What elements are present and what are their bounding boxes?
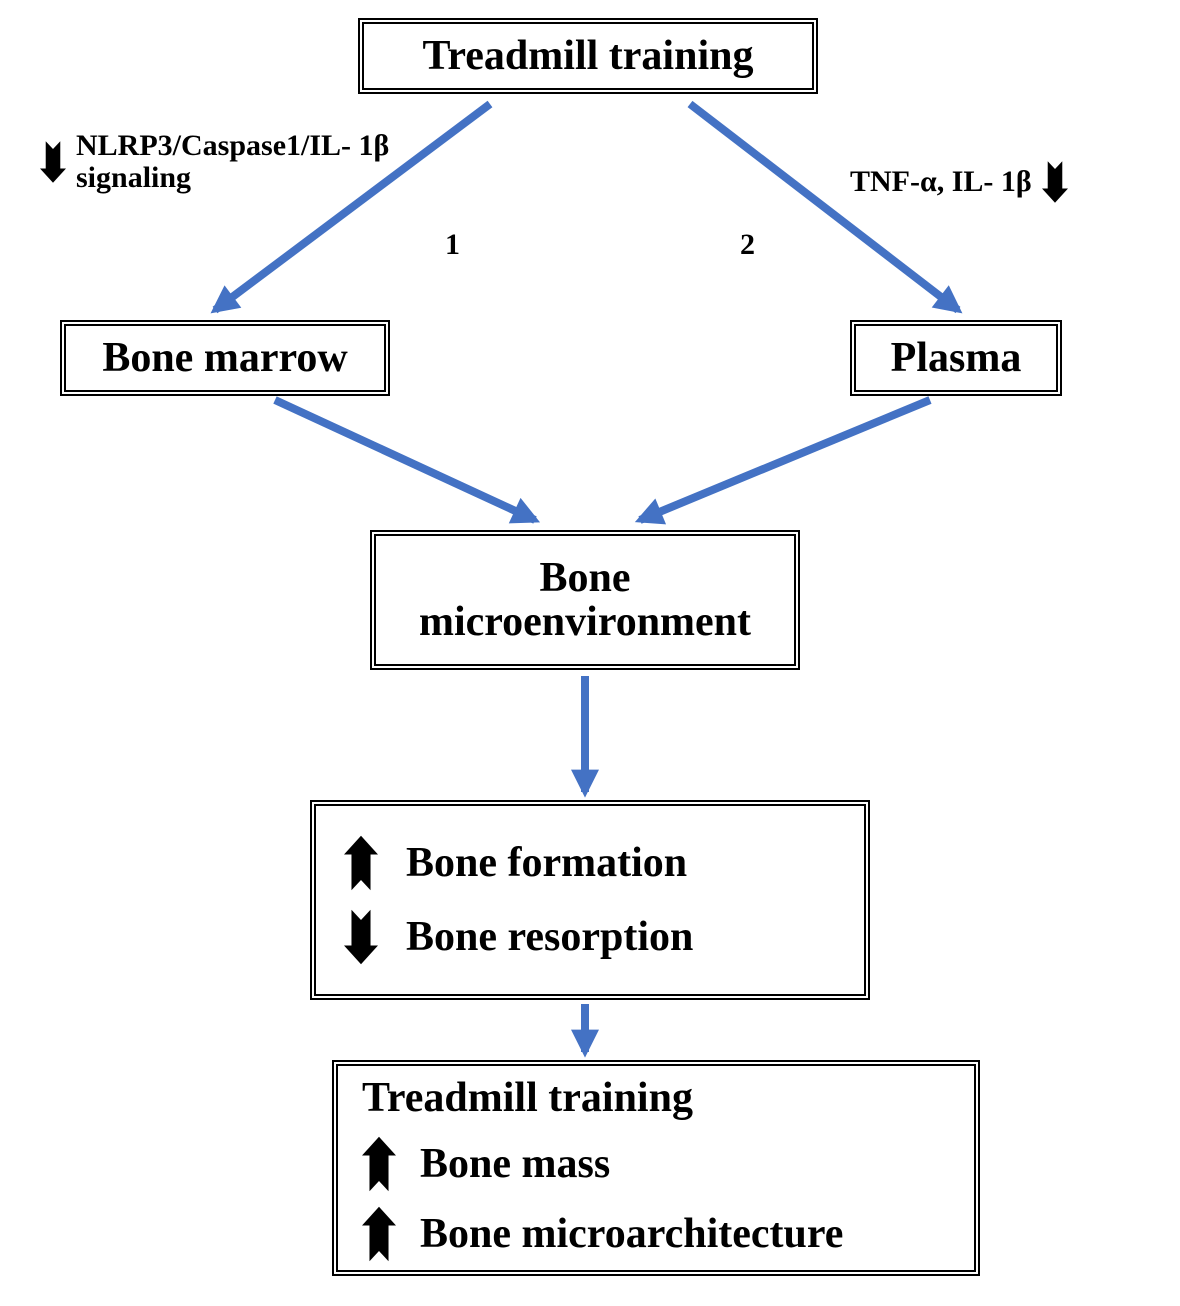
arrow-up-icon	[362, 1206, 396, 1262]
node-bone-marrow: Bone marrow	[60, 320, 390, 396]
node-bone-marrow-label: Bone marrow	[102, 336, 347, 380]
node-microenv-label-line: microenvironment	[419, 600, 751, 644]
annotation-left-text: NLRP3/Caspase1/IL- 1βsignaling	[76, 130, 389, 193]
annotation-right-text: TNF-α, IL- 1β	[850, 166, 1032, 198]
node-plasma-label: Plasma	[891, 336, 1022, 380]
node-treadmill: Treadmill training	[358, 18, 818, 94]
edge-label: 2	[740, 228, 755, 262]
node-microenv: Bonemicroenvironment	[370, 530, 800, 670]
node-final-title: Treadmill training	[362, 1076, 693, 1120]
node-plasma: Plasma	[850, 320, 1062, 396]
edge-treadmill-to-plasma	[690, 104, 958, 310]
node-effects: Bone formation Bone resorption	[310, 800, 870, 1000]
annotation-left: NLRP3/Caspase1/IL- 1βsignaling	[40, 130, 389, 193]
arrow-down-icon	[1042, 160, 1068, 204]
annotation-line: NLRP3/Caspase1/IL- 1β	[76, 130, 389, 162]
arrow-up-icon	[362, 1136, 396, 1192]
arrow-down-icon	[40, 140, 66, 184]
diagram-stage: Treadmill training Bone marrow Plasma Bonem…	[0, 0, 1180, 1306]
annotation-line: signaling	[76, 162, 389, 194]
node-microenv-label-line: Bone	[539, 556, 630, 600]
effects-row-label: Bone formation	[406, 841, 687, 885]
edge-plasma-to-microenv	[640, 400, 930, 520]
final-row-label: Bone mass	[420, 1142, 610, 1186]
annotation-right: TNF-α, IL- 1β	[850, 160, 1068, 204]
final-row: Bone microarchitecture	[362, 1206, 843, 1262]
edge-label: 1	[445, 228, 460, 262]
annotation-line: TNF-α, IL- 1β	[850, 166, 1032, 198]
node-treadmill-label: Treadmill training	[423, 34, 754, 78]
edge-bone_marrow-to-microenv	[275, 400, 535, 520]
arrow-up-icon	[344, 835, 378, 891]
node-final: Treadmill training Bone mass Bone microarc…	[332, 1060, 980, 1276]
final-row-label: Bone microarchitecture	[420, 1212, 843, 1256]
effects-row: Bone formation	[344, 835, 687, 891]
arrow-down-icon	[344, 909, 378, 965]
effects-row: Bone resorption	[344, 909, 693, 965]
final-row: Bone mass	[362, 1136, 610, 1192]
effects-row-label: Bone resorption	[406, 915, 693, 959]
